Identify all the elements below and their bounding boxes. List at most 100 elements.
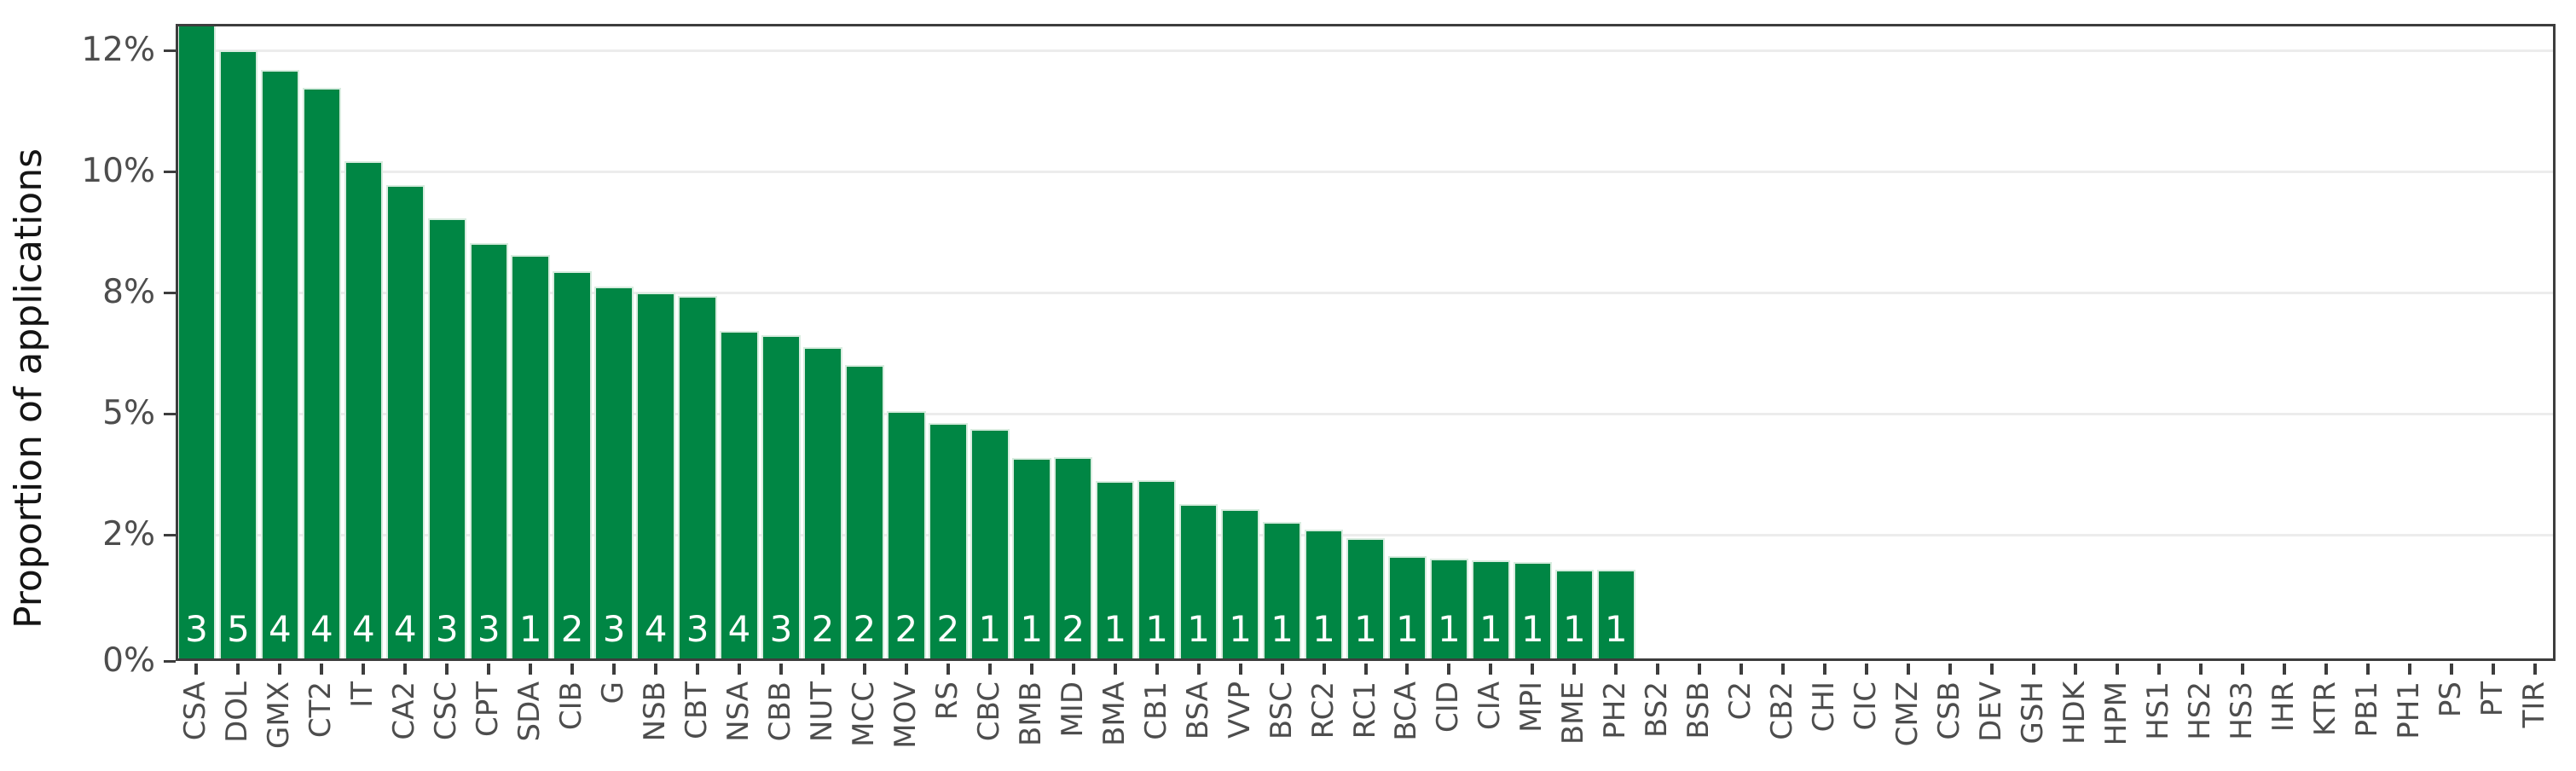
bar-BME: 1 <box>1554 570 1595 661</box>
bar-count-label: 1 <box>1396 608 1419 650</box>
x-tick-label-MOV: MOV <box>888 681 923 749</box>
x-tick-mark <box>2240 664 2244 675</box>
x-tick-mark <box>1196 664 1201 675</box>
x-tick-label-CSA: CSA <box>178 681 213 741</box>
x-tick-label-PT: PT <box>2475 681 2509 717</box>
x-tick-mark <box>2282 664 2286 675</box>
x-tick-label-DEV: DEV <box>1973 681 2008 742</box>
x-tick-label-CBT: CBT <box>680 681 715 739</box>
bar-MCC: 2 <box>845 365 884 661</box>
x-tick-label-CBB: CBB <box>762 681 797 742</box>
x-tick-label-BSA: BSA <box>1180 681 1215 740</box>
y-gridline <box>176 412 2556 415</box>
x-tick-label-HPM: HPM <box>2098 681 2133 746</box>
x-tick-label-MID: MID <box>1055 681 1090 738</box>
x-tick-mark <box>2365 664 2370 675</box>
bar-count-label: 1 <box>1312 608 1335 650</box>
x-tick-label-NSA: NSA <box>721 681 756 742</box>
x-tick-mark <box>779 664 783 675</box>
x-tick-label-PS: PS <box>2433 681 2468 718</box>
bar-VVP: 1 <box>1220 509 1260 661</box>
x-tick-label-BS2: BS2 <box>1640 681 1675 738</box>
x-tick-label-BCA: BCA <box>1389 681 1424 741</box>
bar-count-label: 1 <box>1103 608 1127 650</box>
bar-count-label: 3 <box>185 608 208 650</box>
x-tick-label-BMB: BMB <box>1013 681 1048 746</box>
x-tick-mark <box>1238 664 1242 675</box>
x-tick-mark <box>862 664 866 675</box>
y-tick-label: 12% <box>81 31 155 69</box>
x-tick-mark <box>194 664 199 675</box>
bar-CBC: 1 <box>970 429 1010 661</box>
bar-NSB: 4 <box>636 293 675 661</box>
x-tick-label-PH2: PH2 <box>1598 681 1633 739</box>
x-tick-mark <box>2156 664 2161 675</box>
x-tick-mark <box>738 664 742 675</box>
bar-CBB: 3 <box>761 335 801 661</box>
y-tick-label: 5% <box>102 394 155 432</box>
bar-count-label: 4 <box>727 608 751 650</box>
x-tick-mark <box>2031 664 2035 675</box>
x-tick-mark <box>1155 664 1159 675</box>
y-gridline <box>176 291 2556 294</box>
bar-count-label: 3 <box>686 608 709 650</box>
x-tick-mark <box>1989 664 1994 675</box>
bar-CIA: 1 <box>1471 560 1511 661</box>
x-tick-mark <box>1447 664 1451 675</box>
bar-count-label: 1 <box>1271 608 1294 650</box>
x-tick-label-PB1: PB1 <box>2349 681 2384 738</box>
y-tick-mark <box>164 533 176 536</box>
x-tick-mark <box>362 664 366 675</box>
y-tick-mark <box>164 291 176 294</box>
x-tick-label-CB2: CB2 <box>1765 681 1800 740</box>
bar-CBT: 3 <box>678 296 717 661</box>
bar-count-label: 1 <box>1604 608 1628 650</box>
x-tick-mark <box>1656 664 1660 675</box>
x-tick-mark <box>2533 664 2537 675</box>
x-tick-label-KTR: KTR <box>2307 681 2342 737</box>
bar-NSA: 4 <box>720 331 759 661</box>
bar-RS: 2 <box>929 423 968 661</box>
x-tick-mark <box>1614 664 1618 675</box>
x-tick-label-HDK: HDK <box>2057 681 2092 745</box>
x-tick-mark <box>1572 664 1577 675</box>
bar-RC1: 1 <box>1346 538 1386 661</box>
bar-count-label: 1 <box>1145 608 1169 650</box>
bar-count-label: 2 <box>853 608 877 650</box>
bar-count-label: 4 <box>269 608 292 650</box>
bar-CT2: 4 <box>302 88 342 661</box>
x-tick-mark <box>1489 664 1493 675</box>
x-tick-label-G: G <box>596 681 631 704</box>
x-tick-mark <box>1113 664 1117 675</box>
x-tick-mark <box>1865 664 1869 675</box>
bar-IT: 4 <box>344 161 384 661</box>
bar-count-label: 3 <box>602 608 626 650</box>
bar-RC2: 1 <box>1304 530 1344 661</box>
x-tick-label-MCC: MCC <box>846 681 881 747</box>
x-tick-mark <box>1071 664 1075 675</box>
bar-CPT: 3 <box>469 243 508 661</box>
y-tick-mark <box>164 412 176 415</box>
bar-BSA: 1 <box>1178 504 1219 661</box>
bar-MOV: 2 <box>887 411 926 661</box>
x-tick-mark <box>1531 664 1535 675</box>
y-gridline <box>176 170 2556 173</box>
x-tick-mark <box>1405 664 1410 675</box>
x-tick-mark <box>1948 664 1952 675</box>
bar-count-label: 1 <box>1020 608 1044 650</box>
x-tick-label-CBC: CBC <box>971 681 1006 742</box>
x-tick-mark <box>403 664 408 675</box>
bar-CSA: 3 <box>177 24 217 661</box>
x-tick-label-CPT: CPT <box>471 681 506 738</box>
x-tick-label-BSB: BSB <box>1682 681 1716 739</box>
x-tick-label-RS: RS <box>929 681 964 721</box>
x-tick-label-CIA: CIA <box>1473 681 1508 731</box>
x-tick-label-BSC: BSC <box>1264 681 1299 740</box>
x-tick-mark <box>2073 664 2077 675</box>
x-tick-label-VVP: VVP <box>1222 681 1257 739</box>
x-tick-label-CT2: CT2 <box>304 681 339 739</box>
x-tick-mark <box>1698 664 1702 675</box>
y-tick-label: 10% <box>81 152 155 190</box>
bar-MID: 2 <box>1054 457 1093 661</box>
